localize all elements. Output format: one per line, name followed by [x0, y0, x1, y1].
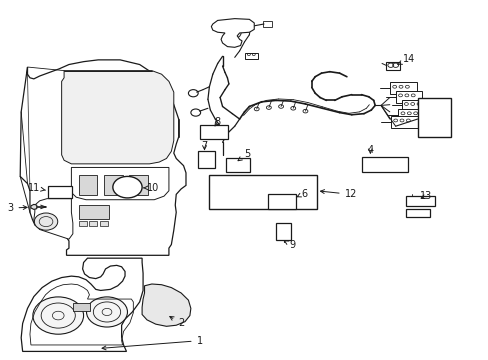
Bar	[385, 62, 399, 70]
Bar	[199, 126, 227, 139]
Bar	[225, 158, 250, 172]
Text: 10: 10	[143, 183, 159, 193]
Ellipse shape	[33, 297, 83, 334]
Bar	[199, 159, 213, 165]
Text: 14: 14	[397, 54, 415, 64]
Text: 13: 13	[419, 191, 431, 201]
Bar	[89, 221, 97, 226]
Bar	[238, 165, 246, 170]
Ellipse shape	[225, 189, 231, 194]
Polygon shape	[61, 71, 173, 164]
Bar	[122, 185, 125, 189]
Bar	[238, 159, 246, 164]
Bar	[50, 188, 59, 195]
Bar	[245, 53, 257, 59]
Text: 2: 2	[169, 316, 184, 328]
Bar	[282, 202, 294, 208]
Bar	[212, 128, 225, 132]
Bar	[48, 186, 72, 198]
Bar	[282, 195, 294, 201]
Bar	[395, 91, 422, 103]
Ellipse shape	[124, 185, 130, 189]
Bar	[73, 303, 90, 311]
Bar	[201, 127, 210, 136]
Bar	[384, 158, 393, 170]
Bar	[199, 152, 213, 158]
Bar	[389, 82, 416, 94]
Ellipse shape	[86, 297, 127, 327]
Text: 7: 7	[201, 141, 207, 151]
Polygon shape	[71, 167, 168, 200]
Polygon shape	[20, 60, 185, 255]
Polygon shape	[211, 19, 254, 47]
Text: 11: 11	[28, 183, 45, 193]
Bar	[79, 175, 97, 195]
Bar	[79, 221, 86, 226]
Bar	[79, 205, 109, 220]
Bar	[406, 209, 429, 217]
Bar	[397, 109, 424, 121]
Bar	[267, 194, 296, 210]
Ellipse shape	[293, 189, 299, 194]
Bar	[104, 175, 122, 195]
Bar	[211, 176, 314, 207]
Bar	[269, 195, 281, 208]
Polygon shape	[31, 204, 37, 210]
Text: 8: 8	[214, 117, 220, 127]
Bar	[373, 158, 382, 170]
Polygon shape	[34, 199, 73, 239]
Bar	[390, 116, 417, 128]
Bar	[277, 224, 289, 230]
Bar	[209, 175, 316, 209]
Bar	[363, 158, 371, 170]
Text: 6: 6	[297, 189, 306, 199]
Ellipse shape	[34, 213, 58, 230]
Ellipse shape	[280, 180, 312, 203]
Text: 4: 4	[366, 144, 373, 154]
Ellipse shape	[113, 176, 142, 198]
Bar	[406, 196, 434, 206]
Bar	[129, 175, 148, 195]
Bar	[60, 194, 68, 197]
Bar	[60, 189, 70, 194]
Bar	[100, 221, 108, 226]
Bar	[276, 223, 290, 240]
Polygon shape	[21, 258, 143, 351]
Bar	[401, 100, 427, 111]
Bar	[212, 133, 225, 137]
Text: 5: 5	[238, 149, 249, 161]
Bar	[361, 157, 407, 172]
Text: 1: 1	[102, 336, 203, 350]
Text: 9: 9	[284, 240, 295, 250]
Bar	[227, 159, 236, 164]
Bar	[395, 158, 404, 170]
Bar	[417, 98, 450, 137]
Text: 3: 3	[7, 203, 27, 213]
Bar	[263, 22, 271, 27]
Ellipse shape	[260, 189, 265, 194]
Bar	[198, 150, 215, 168]
Polygon shape	[142, 284, 190, 326]
Text: 12: 12	[320, 189, 356, 199]
Bar	[132, 185, 136, 189]
Ellipse shape	[246, 180, 279, 203]
Ellipse shape	[212, 180, 244, 203]
Bar	[227, 165, 236, 170]
